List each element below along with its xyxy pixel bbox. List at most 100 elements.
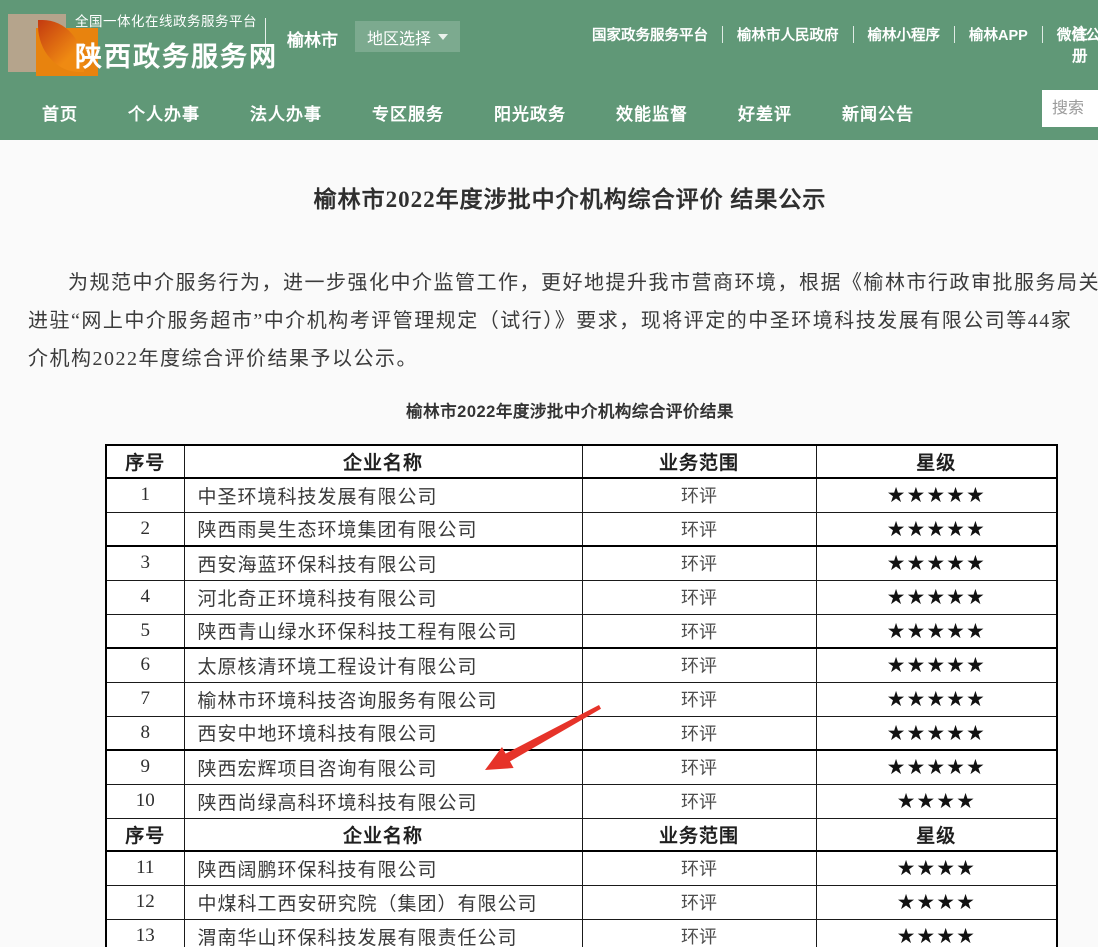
table-header-row-repeat: 序号 企业名称 业务范围 星级: [105, 817, 1058, 852]
table-row: 12 中煤科工西安研究院（集团）有限公司 环评 ★★★★: [105, 884, 1058, 920]
row-no: 10: [105, 783, 185, 819]
nav-item-personal[interactable]: 个人办事: [128, 105, 200, 124]
business-scope: 环评: [581, 681, 817, 717]
nav-item-open-gov[interactable]: 阳光政务: [494, 105, 566, 124]
nav-item-home[interactable]: 首页: [42, 105, 78, 124]
table-row: 6 太原核清环境工程设计有限公司 环评 ★★★★★: [105, 647, 1058, 683]
star-rating: ★★★★★: [815, 477, 1058, 513]
star-rating: ★★★★★: [815, 681, 1058, 717]
table-row: 5 陕西青山绿水环保科技工程有限公司 环评 ★★★★★: [105, 613, 1058, 649]
company-name: 中煤科工西安研究院（集团）有限公司: [183, 884, 583, 920]
link-city-government[interactable]: 榆林市人民政府: [737, 28, 839, 44]
header-top-row: 全国一体化在线政务服务平台 陕西政务服务网 榆林市 地区选择 国家政务服务平台 …: [0, 0, 1098, 85]
star-rating: ★★★★★: [815, 749, 1058, 785]
company-name: 陕西尚绿高科环境科技有限公司: [183, 783, 583, 819]
table-row: 2 陕西雨昊生态环境集团有限公司 环评 ★★★★★: [105, 511, 1058, 547]
header-links: 国家政务服务平台 榆林市人民政府 榆林小程序 榆林APP 微信公众号: [578, 24, 1098, 45]
nav-item-special-zone[interactable]: 专区服务: [372, 105, 444, 124]
star-rating: ★★★★★: [815, 545, 1058, 581]
register-link[interactable]: 注册: [1072, 26, 1088, 65]
link-separator: [722, 26, 723, 43]
row-no: 13: [105, 918, 185, 947]
company-name: 河北奇正环境科技有限公司: [183, 579, 583, 615]
paragraph-line: 进驻“网上中介服务超市”中介机构考评管理规定（试行）》要求，现将评定的中圣环境科…: [28, 310, 1073, 332]
star-rating: ★★★★: [815, 884, 1058, 920]
paragraph-line: 为规范中介服务行为，进一步强化中介监管工作，更好地提升我市营商环境，根据《榆林市…: [68, 272, 1098, 294]
current-city-label: 榆林市: [287, 31, 338, 50]
business-scope: 环评: [581, 783, 817, 819]
row-no: 2: [105, 511, 185, 547]
star-rating: ★★★★★: [815, 511, 1058, 547]
row-no: 11: [105, 850, 185, 886]
brand-divider: [265, 18, 266, 52]
nav-item-legal-person[interactable]: 法人办事: [250, 105, 322, 124]
site-logo-icon: [8, 6, 100, 78]
company-name: 西安中地环境科技有限公司: [183, 715, 583, 751]
row-no: 3: [105, 545, 185, 581]
business-scope: 环评: [581, 715, 817, 751]
table-row: 13 渭南华山环保科技发展有限责任公司 环评 ★★★★: [105, 918, 1058, 947]
col-header-no: 序号: [105, 817, 185, 852]
row-no: 8: [105, 715, 185, 751]
table-caption: 榆林市2022年度涉批中介机构综合评价结果: [406, 403, 734, 421]
col-header-stars: 星级: [815, 444, 1058, 479]
business-scope: 环评: [581, 918, 817, 947]
link-mini-program[interactable]: 榆林小程序: [867, 28, 941, 44]
platform-name: 全国一体化在线政务服务平台: [75, 14, 257, 29]
business-scope: 环评: [581, 647, 817, 683]
company-name: 中圣环境科技发展有限公司: [183, 477, 583, 513]
link-separator: [1041, 26, 1043, 43]
company-name: 西安海蓝环保科技有限公司: [183, 545, 583, 581]
company-name: 榆林市环境科技咨询服务有限公司: [183, 681, 583, 717]
col-header-stars: 星级: [815, 817, 1058, 852]
nav-item-efficiency[interactable]: 效能监督: [616, 105, 688, 124]
row-no: 6: [105, 647, 185, 683]
chevron-down-icon: [438, 33, 449, 40]
page-title: 榆林市2022年度涉批中介机构综合评价 结果公示: [313, 187, 827, 212]
row-no: 1: [105, 477, 185, 513]
business-scope: 环评: [581, 884, 817, 920]
main-nav: 首页 个人办事 法人办事 专区服务 阳光政务 效能监督 好差评 新闻公告: [0, 85, 1098, 140]
col-header-name: 企业名称: [183, 817, 583, 852]
col-header-scope: 业务范围: [581, 817, 817, 852]
star-rating: ★★★★: [815, 850, 1058, 886]
row-no: 12: [105, 884, 185, 920]
company-name: 陕西宏辉项目咨询有限公司: [183, 749, 583, 785]
nav-item-rating[interactable]: 好差评: [738, 105, 792, 124]
table-row: 10 陕西尚绿高科环境科技有限公司 环评 ★★★★: [105, 783, 1058, 819]
business-scope: 环评: [581, 511, 817, 547]
business-scope: 环评: [581, 477, 817, 513]
table-row: 8 西安中地环境科技有限公司 环评 ★★★★★: [105, 715, 1058, 751]
announcement-paragraph: 为规范中介服务行为，进一步强化中介监管工作，更好地提升我市营商环境，根据《榆林市…: [28, 264, 1098, 378]
business-scope: 环评: [581, 850, 817, 886]
row-no: 9: [105, 749, 185, 785]
row-no: 7: [105, 681, 185, 717]
table-row: 1 中圣环境科技发展有限公司 环评 ★★★★★: [105, 477, 1058, 513]
link-city-app[interactable]: 榆林APP: [969, 28, 1028, 44]
star-rating: ★★★★: [815, 783, 1058, 819]
search-input[interactable]: [1042, 90, 1098, 127]
col-header-name: 企业名称: [183, 444, 583, 479]
star-rating: ★★★★★: [815, 579, 1058, 615]
row-no: 5: [105, 613, 185, 649]
row-no: 4: [105, 579, 185, 615]
business-scope: 环评: [581, 749, 817, 785]
col-header-no: 序号: [105, 444, 185, 479]
article-content: 榆林市2022年度涉批中介机构综合评价 结果公示 为规范中介服务行为，进一步强化…: [0, 180, 1098, 947]
star-rating: ★★★★: [815, 918, 1058, 947]
region-selector-button[interactable]: 地区选择: [355, 21, 461, 52]
link-national-platform[interactable]: 国家政务服务平台: [592, 28, 708, 44]
company-name: 陕西雨昊生态环境集团有限公司: [183, 511, 583, 547]
company-name: 陕西阔鹏环保科技有限公司: [183, 850, 583, 886]
link-wechat-official[interactable]: 微信公众号: [1056, 28, 1098, 44]
site-header: 全国一体化在线政务服务平台 陕西政务服务网 榆林市 地区选择 国家政务服务平台 …: [0, 0, 1098, 140]
nav-item-news[interactable]: 新闻公告: [842, 105, 914, 124]
company-name: 太原核清环境工程设计有限公司: [183, 647, 583, 683]
business-scope: 环评: [581, 613, 817, 649]
company-name: 陕西青山绿水环保科技工程有限公司: [183, 613, 583, 649]
company-name: 渭南华山环保科技发展有限责任公司: [183, 918, 583, 947]
table-row: 9 陕西宏辉项目咨询有限公司 环评 ★★★★★: [105, 749, 1058, 785]
site-name: 陕西政务服务网: [75, 42, 278, 72]
brand-block: 全国一体化在线政务服务平台 陕西政务服务网: [75, 10, 278, 74]
paragraph-line: 介机构2022年度综合评价结果予以公示。: [28, 348, 418, 370]
